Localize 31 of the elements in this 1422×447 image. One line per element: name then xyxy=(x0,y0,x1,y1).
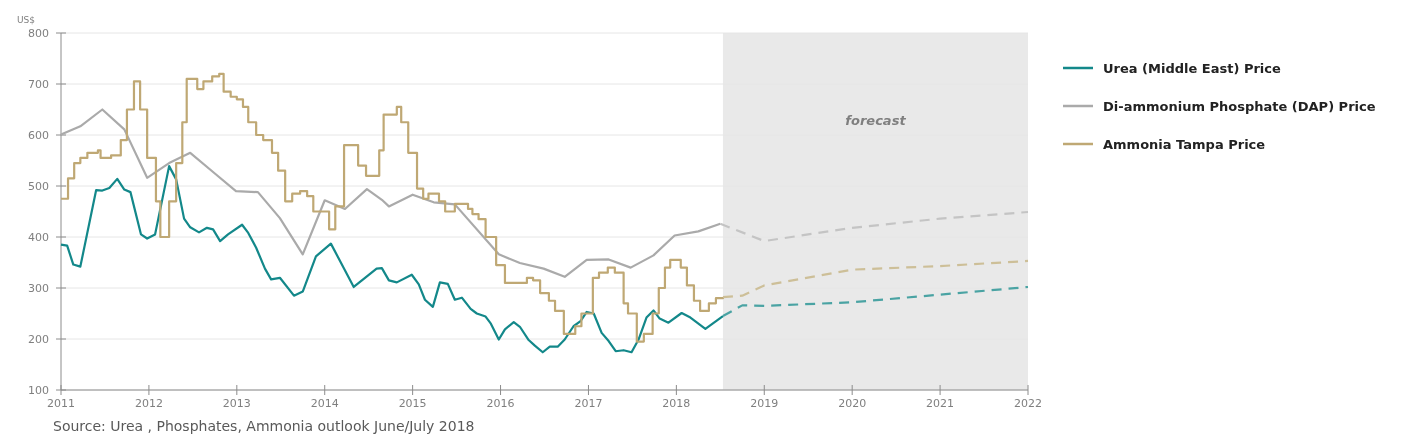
line-series xyxy=(59,108,722,278)
band-label: forecast xyxy=(845,113,907,128)
line-series xyxy=(721,259,1030,299)
x-tick-label: 2020 xyxy=(838,397,867,410)
line-series xyxy=(719,210,1030,243)
x-tick-label: 2021 xyxy=(926,397,955,410)
x-tick-label: 2016 xyxy=(486,397,515,410)
legend-label: Urea (Middle East) Price xyxy=(1103,60,1281,76)
y-tick-label: 100 xyxy=(28,383,49,397)
x-tick-label: 2015 xyxy=(398,397,427,410)
x-tick-label: 2012 xyxy=(134,397,163,410)
y-tick-label: 500 xyxy=(28,179,49,193)
y-tick-label: 300 xyxy=(28,281,49,295)
x-tick-label: 2014 xyxy=(310,397,339,410)
x-tick-label: 2011 xyxy=(47,397,75,410)
y-tick-label: 700 xyxy=(28,77,49,91)
x-tick-label: 2022 xyxy=(1014,397,1042,410)
y-axis-title: US$ xyxy=(17,15,36,25)
x-tick-label: 2013 xyxy=(222,397,251,410)
y-tick-label: 800 xyxy=(28,26,49,40)
y-tick-label: 600 xyxy=(28,128,49,142)
legend-label: Ammonia Tampa Price xyxy=(1103,136,1266,152)
x-tick-label: 2018 xyxy=(662,397,691,410)
source-note: Source: Urea , Phosphates, Ammonia outlook June/July 2018 xyxy=(53,418,475,434)
line-series xyxy=(721,285,1030,318)
x-tick-label: 2019 xyxy=(750,397,779,410)
y-tick-label: 400 xyxy=(28,230,49,244)
y-tick-label: 200 xyxy=(28,332,49,346)
line-series xyxy=(59,165,725,354)
legend-label: Di-ammonium Phosphate (DAP) Price xyxy=(1103,98,1376,114)
x-tick-label: 2017 xyxy=(574,397,603,410)
